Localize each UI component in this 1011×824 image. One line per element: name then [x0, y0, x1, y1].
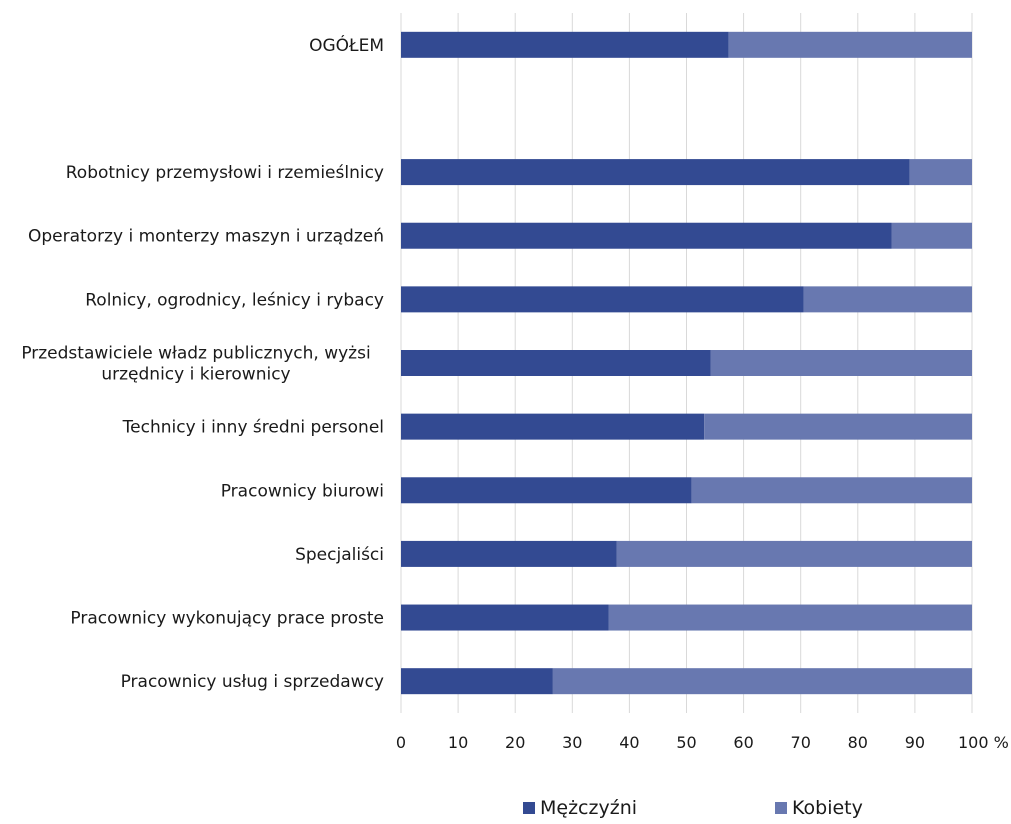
bar-men	[401, 159, 910, 186]
bar-men	[401, 31, 729, 58]
category-label: Pracownicy biurowi	[221, 481, 384, 501]
bar-men	[401, 477, 692, 504]
bar-men	[401, 222, 892, 249]
legend-label-women: Kobiety	[792, 797, 863, 819]
bar-men	[401, 413, 705, 440]
x-tick-label: 90	[905, 733, 925, 752]
bar-men	[401, 604, 609, 631]
bar-men	[401, 286, 804, 313]
category-label: OGÓŁEM	[309, 34, 384, 56]
legend-swatch-men	[523, 802, 535, 814]
stacked-bar-chart: OGÓŁEM Robotnicy przemysłowi i rzemieślni…	[21, 13, 1009, 752]
category-label: Specjaliści	[295, 545, 384, 565]
x-tick-label: 40	[619, 733, 639, 752]
bar-men	[401, 540, 617, 567]
bar-women	[691, 477, 972, 504]
category-label: Przedstawiciele władz publicznych, wyżsi…	[21, 344, 370, 385]
bar-women	[710, 350, 972, 376]
category-label: Robotnicy przemysłowi i rzemieślnicy	[66, 163, 384, 183]
category-label: Rolnicy, ogrodnicy, leśnicy i rybacy	[85, 290, 384, 310]
x-tick-label: 30	[562, 733, 582, 752]
bars-group	[401, 31, 972, 695]
category-label: Pracownicy wykonujący prace proste	[70, 609, 384, 629]
category-label: Technicy i inny średni personel	[122, 418, 384, 438]
bar-women	[891, 222, 972, 249]
bar-women	[616, 540, 972, 567]
bar-men	[401, 350, 711, 376]
bar-men	[401, 668, 553, 695]
bar-women	[552, 668, 972, 695]
x-tick-label: 50	[676, 733, 696, 752]
x-tick-label: 20	[505, 733, 525, 752]
category-label: Pracownicy usług i sprzedawcy	[121, 672, 384, 692]
legend: Mężczyźni Kobiety	[0, 797, 1011, 823]
x-tick-label: 80	[848, 733, 868, 752]
category-labels: OGÓŁEM Robotnicy przemysłowi i rzemieślni…	[21, 34, 384, 692]
x-axis-tick-labels: 0 10 20 30 40 50 60 70 80 90 100 %	[396, 733, 1009, 752]
bar-women	[704, 413, 972, 440]
x-tick-label: 0	[396, 733, 406, 752]
legend-item-women: Kobiety	[775, 797, 863, 819]
x-tick-label: 60	[733, 733, 753, 752]
x-tick-label: 100 %	[958, 733, 1009, 752]
legend-swatch-women	[775, 802, 787, 814]
x-tick-label: 70	[791, 733, 811, 752]
bar-women	[608, 604, 972, 631]
legend-item-men: Mężczyźni	[523, 797, 637, 819]
x-tick-label: 10	[448, 733, 468, 752]
category-label: Operatorzy i monterzy maszyn i urządzeń	[28, 227, 384, 247]
legend-label-men: Mężczyźni	[540, 797, 638, 819]
bar-women	[909, 159, 972, 186]
bar-women	[803, 286, 972, 313]
bar-women	[728, 31, 972, 58]
